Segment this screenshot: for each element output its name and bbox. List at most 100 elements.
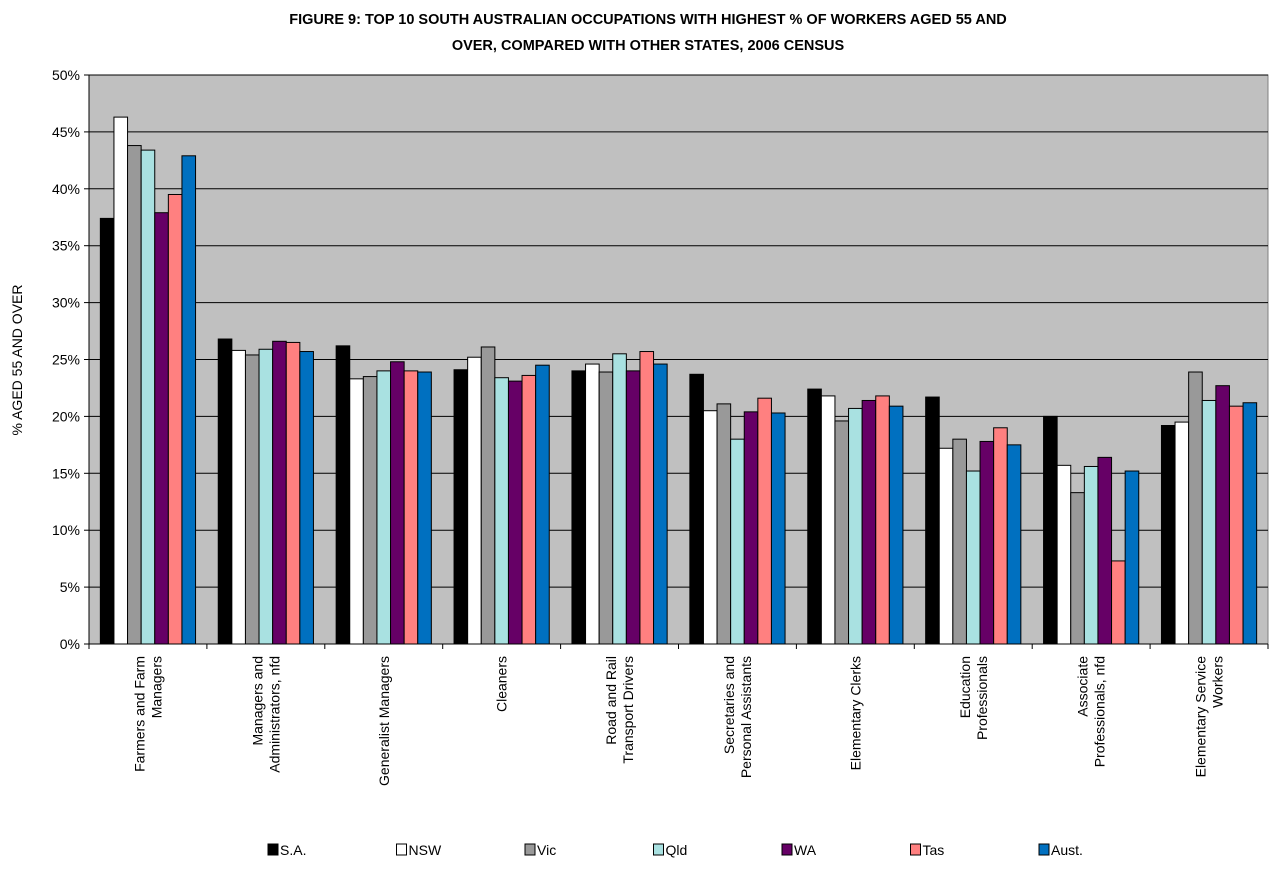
category-label: Elementary ServiceWorkers: [1193, 656, 1226, 778]
bar: [1097, 456, 1113, 645]
bar: [571, 370, 587, 645]
y-axis-label: % AGED 55 AND OVER: [9, 285, 25, 436]
bar: [689, 373, 704, 645]
y-tick-label: 30%: [52, 295, 80, 311]
bar: [272, 340, 287, 645]
bar: [1006, 444, 1022, 645]
y-tick-label: 35%: [52, 238, 80, 254]
bar: [376, 370, 392, 645]
bar: [757, 397, 772, 645]
legend-swatch: [653, 843, 664, 856]
legend: S.A. NSW Vic Qld WA Tas Aust.: [267, 842, 1083, 858]
bar: [770, 412, 786, 645]
bar: [1111, 560, 1126, 645]
category-label: Road and RailTransport Drivers: [603, 656, 636, 764]
bar: [625, 370, 641, 645]
legend-label: Tas: [923, 842, 945, 858]
bar: [335, 345, 351, 645]
legend-swatch: [781, 843, 793, 856]
bars: [99, 116, 1258, 645]
bar: [181, 155, 197, 645]
category-label: Managers andAdministrators, nfd: [249, 656, 282, 773]
bar: [285, 341, 301, 645]
bar: [875, 395, 890, 645]
bar: [639, 351, 655, 645]
bar: [1242, 402, 1258, 645]
bar: [965, 470, 981, 645]
bar: [1056, 464, 1072, 645]
bar: [167, 193, 183, 645]
legend-swatch: [524, 843, 536, 856]
y-tick-label: 15%: [52, 465, 80, 481]
bar: [349, 378, 364, 645]
bar: [1188, 371, 1203, 645]
category-label: EducationProfessionals: [957, 656, 990, 740]
bar: [925, 396, 940, 645]
bar: [453, 369, 469, 645]
y-tick-label: 10%: [52, 522, 80, 538]
bar: [807, 388, 822, 645]
bar: [1160, 425, 1176, 645]
bar: [403, 370, 419, 645]
y-tick-label: 5%: [60, 579, 80, 595]
bar: [1070, 492, 1085, 645]
bar: [231, 349, 246, 645]
y-tick-label: 20%: [52, 408, 80, 424]
legend-swatch: [1038, 843, 1050, 856]
bar: [113, 116, 129, 645]
bar: [390, 361, 405, 645]
legend-label: WA: [794, 842, 817, 858]
bar: [598, 371, 614, 645]
bar: [244, 354, 260, 645]
category-label: Elementary Clerks: [847, 656, 863, 770]
bar: [1043, 415, 1058, 645]
bar: [258, 348, 274, 645]
category-label: Generalist Managers: [376, 656, 392, 786]
legend-label: Qld: [666, 842, 688, 858]
bar: [1201, 399, 1217, 645]
category-label: AssociateProfessionals, nfd: [1075, 656, 1108, 768]
bar: [888, 405, 904, 645]
bar: [99, 217, 115, 645]
bar: [848, 407, 863, 645]
y-tick-label: 50%: [52, 67, 80, 83]
bar: [417, 371, 432, 645]
bar: [861, 399, 877, 645]
bar: [535, 364, 550, 645]
category-labels: Farmers and FarmManagers Managers andAdmi…: [88, 644, 1269, 786]
bar: [1174, 421, 1190, 645]
legend-label: Vic: [537, 842, 556, 858]
bar: [1124, 470, 1140, 645]
category-label: Farmers and FarmManagers: [131, 656, 164, 772]
bar: [938, 447, 954, 645]
bar: [993, 427, 1008, 645]
bar: [612, 353, 627, 645]
bar: [585, 363, 600, 645]
bar: [1215, 385, 1230, 645]
chart-title-line-1: FIGURE 9: TOP 10 SOUTH AUSTRALIAN OCCUPA…: [289, 12, 1007, 28]
legend-swatch: [396, 843, 407, 856]
legend-label: S.A.: [280, 842, 306, 858]
bar: [702, 410, 718, 645]
legend-label: NSW: [409, 842, 442, 858]
bar: [480, 346, 496, 645]
bar: [743, 411, 759, 645]
bar: [140, 149, 156, 645]
bar: [154, 212, 169, 645]
y-tick-label: 0%: [60, 636, 80, 652]
legend-label: Aust.: [1051, 842, 1083, 858]
bar: [952, 438, 967, 645]
bar: [1228, 405, 1244, 645]
y-tick-label: 25%: [52, 352, 80, 368]
bar: [1083, 465, 1099, 645]
bar: [467, 356, 482, 645]
bar: [834, 420, 850, 645]
y-tick-label: 40%: [52, 181, 80, 197]
bar: [979, 440, 995, 645]
bar: [217, 338, 233, 645]
category-label: Cleaners: [494, 656, 510, 712]
bar: [127, 145, 142, 645]
bar: [507, 380, 523, 645]
legend-swatch: [267, 843, 279, 856]
